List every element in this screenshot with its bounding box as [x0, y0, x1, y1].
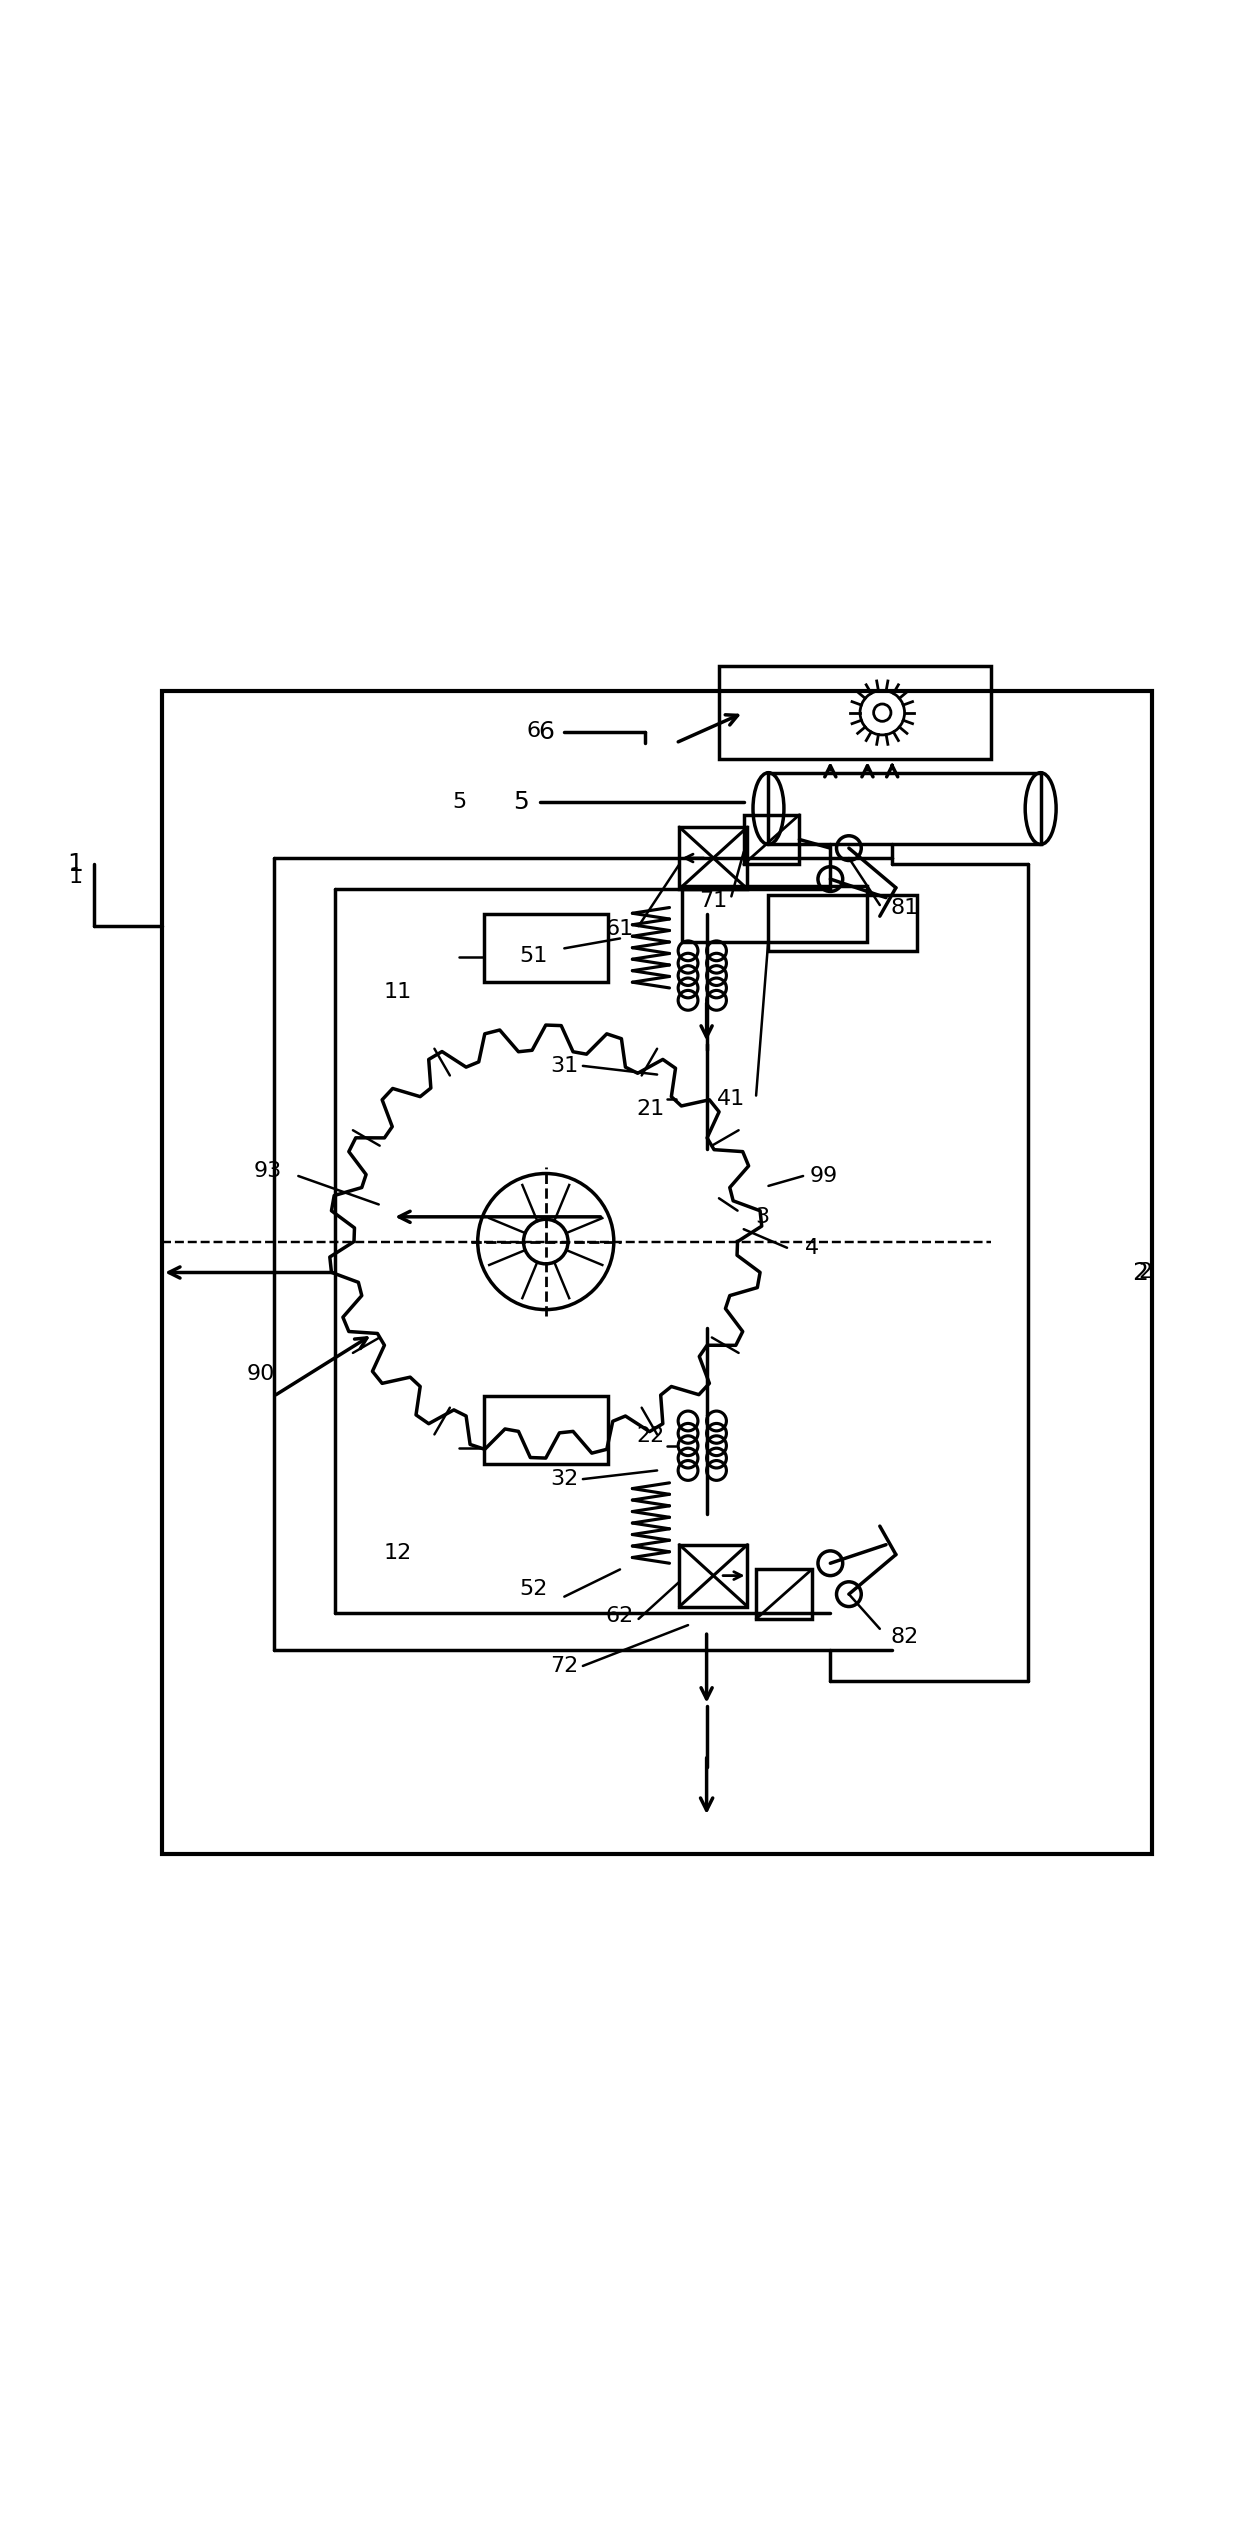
- Text: 5: 5: [453, 791, 466, 812]
- Text: 2: 2: [1132, 1260, 1148, 1285]
- Text: 4: 4: [805, 1237, 818, 1257]
- Bar: [682, 886, 868, 942]
- Bar: [744, 814, 800, 865]
- Text: 6: 6: [538, 720, 554, 743]
- Text: 32: 32: [551, 1468, 578, 1489]
- Bar: [769, 896, 916, 952]
- Text: 81: 81: [890, 898, 919, 919]
- Text: 90: 90: [247, 1364, 275, 1384]
- Text: 2: 2: [1138, 1262, 1153, 1283]
- Text: 72: 72: [551, 1657, 578, 1677]
- Bar: [756, 1570, 812, 1619]
- Bar: [719, 667, 991, 758]
- Text: 31: 31: [551, 1056, 578, 1077]
- Text: 3: 3: [755, 1206, 769, 1227]
- Bar: [680, 827, 748, 888]
- Text: 1: 1: [68, 868, 83, 886]
- Text: 82: 82: [890, 1626, 919, 1647]
- Bar: [769, 774, 1040, 845]
- Bar: [162, 692, 1152, 1853]
- Text: 71: 71: [698, 891, 727, 911]
- Bar: [680, 1545, 748, 1606]
- Text: 1: 1: [68, 853, 83, 875]
- Text: 11: 11: [383, 982, 412, 1003]
- Text: 21: 21: [637, 1099, 665, 1120]
- Text: 99: 99: [810, 1166, 838, 1186]
- Text: 52: 52: [520, 1580, 548, 1598]
- Text: 93: 93: [253, 1161, 281, 1181]
- Bar: [484, 1397, 608, 1463]
- Text: 5: 5: [513, 791, 529, 814]
- Text: 41: 41: [717, 1089, 745, 1110]
- Text: 22: 22: [637, 1425, 665, 1446]
- Bar: [484, 914, 608, 982]
- Text: 12: 12: [383, 1542, 412, 1563]
- Text: 61: 61: [606, 919, 634, 939]
- Text: 51: 51: [520, 947, 548, 965]
- Text: 6: 6: [526, 720, 541, 741]
- Text: 62: 62: [606, 1606, 634, 1626]
